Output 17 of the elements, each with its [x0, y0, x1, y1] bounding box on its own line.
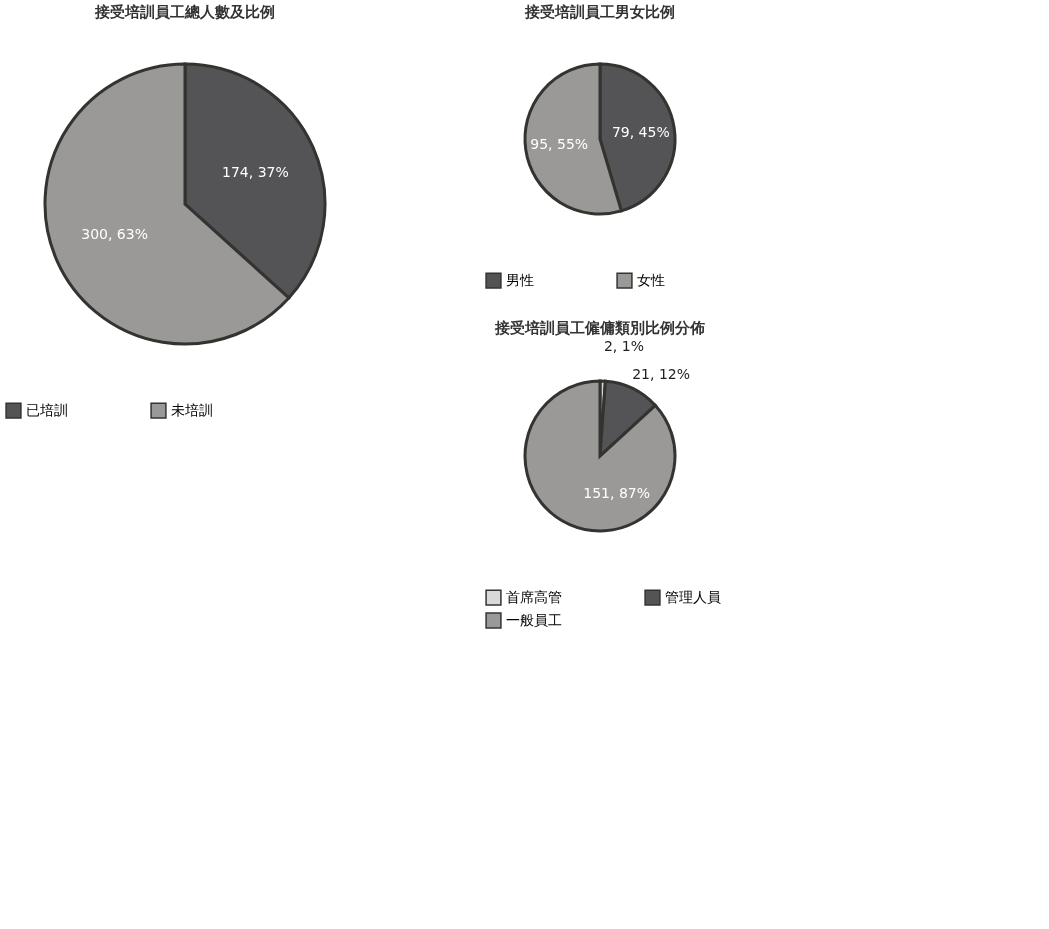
data-label: 2, 1%	[603, 338, 644, 355]
data-label: 151, 87%	[583, 484, 651, 501]
legend-label: 女性	[637, 271, 665, 288]
legend-label: 管理人員	[665, 588, 721, 605]
chart-title: 接受培訓員工男女比例	[524, 3, 675, 21]
data-label: 174, 37%	[222, 163, 289, 180]
data-label: 79, 45%	[611, 124, 670, 141]
chart-title: 接受培訓員工僱傭類別比例分佈	[494, 319, 705, 338]
legend-label: 已培訓	[26, 401, 68, 418]
legend-label: 一般員工	[506, 611, 562, 628]
data-label: 21, 12%	[632, 366, 691, 383]
chart-title: 接受培訓員工總人數及比例	[94, 3, 275, 21]
legend-label: 男性	[506, 271, 534, 288]
legend-label: 未培訓	[171, 401, 213, 418]
legend-label: 首席高管	[506, 588, 562, 605]
data-label: 300, 63%	[81, 226, 148, 243]
data-label: 95, 55%	[530, 135, 589, 152]
